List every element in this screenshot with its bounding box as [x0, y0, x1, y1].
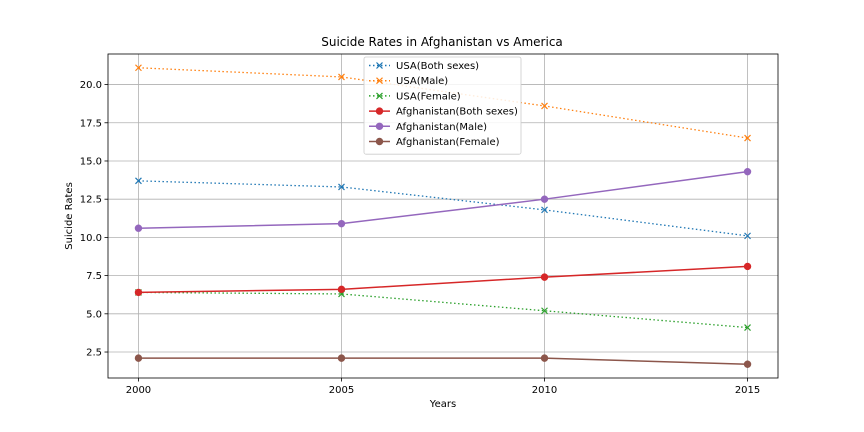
data-point — [744, 324, 751, 331]
data-point — [540, 273, 549, 281]
y-tick-label: 10.0 — [80, 233, 102, 244]
y-axis-ticks: 2.5 5.0 7.5 10.0 12.5 15.0 17.5 20.0 — [80, 80, 108, 359]
data-point — [337, 285, 346, 294]
legend-item: Afghanistan(Male) — [369, 122, 487, 133]
legend-item: Afghanistan(Both sexes) — [369, 107, 518, 118]
legend-item: USA(Both sexes) — [369, 61, 479, 72]
series-line — [138, 180, 748, 237]
data-point — [135, 64, 142, 72]
legend-label: USA(Female) — [396, 91, 461, 102]
data-point — [337, 219, 346, 228]
y-tick-label: 2.5 — [86, 348, 102, 359]
x-tick-label: 2015 — [735, 385, 760, 396]
legend-marker — [376, 62, 383, 69]
data-point — [744, 232, 751, 240]
data-point — [135, 177, 142, 185]
data-point — [337, 354, 346, 362]
legend-label: USA(Both sexes) — [396, 61, 479, 72]
data-point — [541, 206, 548, 214]
plot-area-frame — [107, 53, 779, 379]
series-5 — [134, 354, 752, 368]
data-point — [134, 224, 143, 232]
legend-marker — [376, 92, 383, 100]
legend-label: Afghanistan(Male) — [396, 122, 487, 133]
data-point — [540, 195, 549, 203]
chart-title: Suicide Rates in Afghanistan vs America — [321, 35, 563, 49]
legend: USA(Both sexes) USA(Male) USA(Female) Afgha… — [363, 56, 522, 155]
series-line — [138, 265, 748, 294]
series-0 — [135, 177, 751, 240]
x-axis-label: Years — [429, 399, 456, 410]
x-tick-label: 2010 — [532, 385, 557, 396]
data-point — [338, 73, 345, 81]
y-tick-label: 20.0 — [80, 80, 102, 91]
series-line — [138, 291, 748, 329]
data-point — [134, 354, 143, 362]
data-point — [134, 288, 143, 297]
y-tick-label: 5.0 — [86, 309, 102, 320]
legend-label: Afghanistan(Female) — [396, 137, 500, 148]
y-tick-label: 15.0 — [80, 156, 102, 167]
data-point — [338, 183, 345, 191]
y-tick-label: 7.5 — [86, 271, 102, 282]
legend-marker — [375, 137, 384, 146]
grid-lines — [108, 54, 778, 378]
data-point — [743, 360, 752, 368]
x-tick-label: 2000 — [126, 385, 151, 396]
series-2 — [135, 288, 751, 331]
x-axis-ticks: 2000 2005 2010 2015 — [126, 378, 760, 396]
y-tick-label: 17.5 — [80, 118, 102, 129]
data-point — [541, 102, 548, 110]
legend-marker — [375, 107, 384, 115]
legend-marker — [375, 122, 384, 131]
x-tick-label: 2005 — [329, 385, 354, 396]
series-4 — [134, 167, 752, 232]
series-line — [138, 170, 748, 229]
legend-item: USA(Female) — [369, 91, 461, 102]
legend-label: Afghanistan(Both sexes) — [396, 107, 518, 118]
y-axis-label: Suicide Rates — [64, 182, 75, 250]
series-3 — [134, 262, 752, 297]
series-layer — [134, 64, 752, 368]
data-point — [743, 262, 752, 271]
legend-label: USA(Male) — [396, 76, 448, 87]
legend-item: Afghanistan(Female) — [369, 137, 500, 148]
data-point — [540, 354, 549, 362]
series-1 — [135, 64, 751, 142]
legend-marker — [376, 77, 383, 85]
series-line — [138, 357, 748, 365]
legend-item: USA(Male) — [369, 76, 448, 87]
y-tick-label: 12.5 — [80, 195, 102, 206]
data-point — [541, 307, 548, 315]
data-point — [744, 134, 751, 142]
data-point — [743, 167, 752, 176]
legend-frame — [363, 56, 522, 155]
